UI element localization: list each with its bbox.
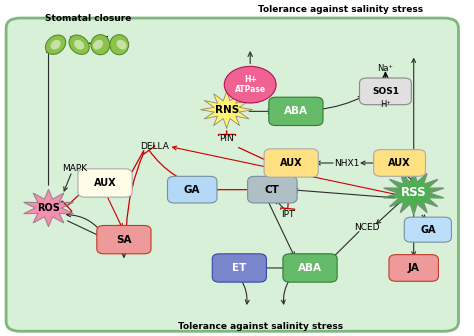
Ellipse shape [110,35,128,55]
Ellipse shape [69,35,89,54]
Text: GA: GA [184,185,201,195]
Polygon shape [201,91,253,128]
Text: SA: SA [116,235,132,245]
FancyBboxPatch shape [167,176,217,203]
FancyBboxPatch shape [269,97,323,126]
Text: MAPK: MAPK [62,164,87,172]
Text: CT: CT [265,185,280,195]
Text: IPT: IPT [281,210,294,219]
Text: ABA: ABA [284,107,308,116]
Text: SOS1: SOS1 [372,87,399,96]
Polygon shape [384,171,444,215]
FancyBboxPatch shape [264,149,318,177]
FancyBboxPatch shape [283,254,337,282]
FancyBboxPatch shape [374,150,426,176]
Ellipse shape [93,40,103,49]
FancyBboxPatch shape [404,217,451,242]
Text: NCED: NCED [354,223,379,233]
Text: PIN: PIN [219,133,234,142]
Text: RNS: RNS [215,105,239,115]
Circle shape [224,67,276,103]
Text: ABA: ABA [298,263,322,273]
FancyBboxPatch shape [247,176,297,203]
Text: Tolerance against salinity stress: Tolerance against salinity stress [178,322,343,331]
FancyBboxPatch shape [6,18,458,331]
Text: ROS: ROS [37,203,60,213]
Text: DELLA: DELLA [140,142,169,151]
FancyBboxPatch shape [359,78,411,105]
Text: AUX: AUX [388,158,411,168]
Text: GA: GA [420,225,436,235]
Ellipse shape [117,40,127,49]
Text: Stomatal closure: Stomatal closure [46,13,132,23]
FancyBboxPatch shape [78,169,132,197]
Ellipse shape [74,40,84,49]
Text: H⁺: H⁺ [380,100,391,109]
FancyBboxPatch shape [97,225,151,254]
FancyBboxPatch shape [212,254,266,282]
Text: NHX1: NHX1 [334,159,359,168]
Text: Na⁺: Na⁺ [377,64,393,73]
Ellipse shape [51,40,61,49]
Text: AUX: AUX [280,158,302,168]
Polygon shape [24,190,73,226]
Text: AUX: AUX [94,178,117,188]
Text: RSS: RSS [401,186,427,200]
Ellipse shape [91,35,110,55]
Ellipse shape [46,35,66,54]
FancyBboxPatch shape [389,255,438,281]
Text: H+
ATPase: H+ ATPase [235,75,266,94]
Text: ET: ET [232,263,246,273]
Text: JA: JA [408,263,419,273]
Text: Tolerance against salinity stress: Tolerance against salinity stress [258,5,423,14]
